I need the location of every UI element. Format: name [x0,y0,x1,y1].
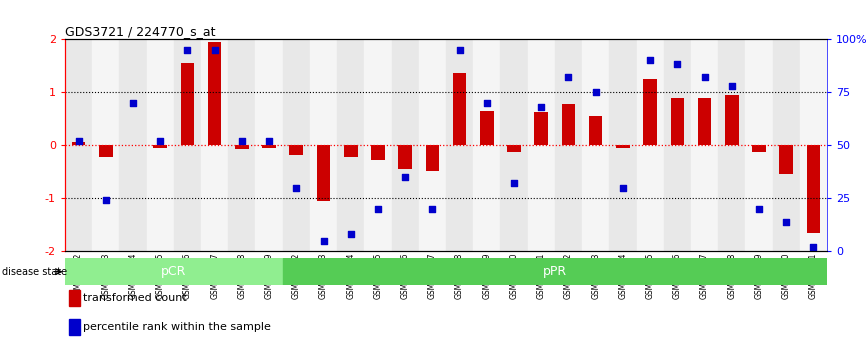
FancyBboxPatch shape [65,258,282,285]
Bar [92,39,120,251]
Bar [698,98,711,145]
Point [779,219,793,224]
Bar [255,39,282,251]
Text: pCR: pCR [161,265,186,278]
Bar [718,39,746,251]
Point [425,206,439,212]
Bar [562,104,575,145]
Bar [372,145,385,160]
Bar [99,145,113,157]
Point [698,74,712,80]
Bar [507,145,520,152]
Bar [480,111,494,145]
Text: pPR: pPR [543,265,567,278]
Bar [153,145,167,148]
Bar [181,63,194,145]
Bar [208,42,222,145]
Bar [235,145,249,149]
Point [317,238,331,244]
Bar [555,39,582,251]
Bar [425,145,439,171]
Bar [800,39,827,251]
Point [670,62,684,67]
Bar [772,39,800,251]
Bar [663,39,691,251]
Point [153,138,167,144]
Point [507,181,521,186]
Bar [473,39,501,251]
Point [616,185,630,190]
Bar [779,145,793,175]
Bar [344,145,358,157]
Point [262,138,276,144]
Point [72,138,86,144]
Bar [398,145,412,169]
Bar [616,145,630,148]
Text: percentile rank within the sample: percentile rank within the sample [83,322,271,332]
Bar [806,145,820,233]
Bar [65,39,92,251]
Point [99,198,113,203]
Point [561,74,575,80]
Point [126,100,140,105]
Bar [229,39,255,251]
Bar [310,39,337,251]
Bar [691,39,718,251]
Bar [146,39,174,251]
Bar [589,116,603,145]
Bar [453,74,467,145]
Bar [120,39,146,251]
Bar [643,79,657,145]
Bar [446,39,473,251]
Bar [365,39,391,251]
Point [752,206,766,212]
Point [480,100,494,105]
Bar [262,145,276,148]
Bar [637,39,663,251]
Point [398,174,412,180]
Bar [337,39,365,251]
Bar [201,39,229,251]
Point [453,47,467,52]
Point [725,83,739,88]
Bar [501,39,527,251]
FancyBboxPatch shape [282,258,827,285]
Point [643,57,657,63]
Bar [527,39,555,251]
Point [371,206,385,212]
Bar [582,39,610,251]
Point [180,47,194,52]
Point [589,89,603,95]
Bar [289,145,303,155]
Point [289,185,303,190]
Bar [670,98,684,145]
Bar [391,39,419,251]
Bar [72,143,86,145]
Text: GDS3721 / 224770_s_at: GDS3721 / 224770_s_at [65,25,216,38]
Bar [174,39,201,251]
Text: disease state: disease state [2,267,67,276]
Bar [534,112,548,145]
Point [344,232,358,237]
Point [208,47,222,52]
Bar [317,145,330,201]
Bar [746,39,772,251]
Text: transformed count: transformed count [83,293,187,303]
Bar [725,95,739,145]
Bar [610,39,637,251]
Point [235,138,249,144]
Point [806,244,820,250]
Point [534,104,548,110]
Bar [282,39,310,251]
Bar [753,145,766,152]
Bar [419,39,446,251]
